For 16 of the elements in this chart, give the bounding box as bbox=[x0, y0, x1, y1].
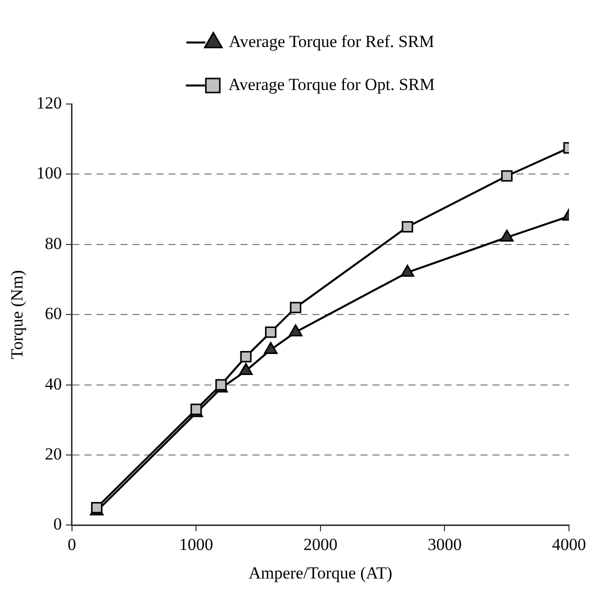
x-axis-title: Ampere/Torque (AT) bbox=[248, 563, 392, 582]
y-tick-label: 100 bbox=[36, 164, 62, 183]
y-tick-label: 120 bbox=[36, 93, 62, 112]
x-tick-label: 3000 bbox=[428, 534, 462, 554]
x-tick-label: 1000 bbox=[179, 534, 214, 554]
x-tick-label: 4000 bbox=[552, 534, 586, 554]
y-tick-label: 60 bbox=[44, 304, 62, 324]
y-tick-label: 20 bbox=[44, 444, 62, 464]
y-tick-label: 40 bbox=[44, 374, 62, 394]
y-axis-title: Torque (Nm) bbox=[8, 270, 27, 360]
legend-label: Average Torque for Opt. SRM bbox=[228, 74, 435, 94]
x-tick-label: 0 bbox=[68, 534, 76, 554]
legend-label: Average Torque for Ref. SRM bbox=[228, 32, 434, 51]
y-tick-label: 80 bbox=[44, 234, 62, 253]
x-tick-label: 2000 bbox=[303, 534, 338, 554]
y-tick-label: 0 bbox=[53, 514, 62, 534]
